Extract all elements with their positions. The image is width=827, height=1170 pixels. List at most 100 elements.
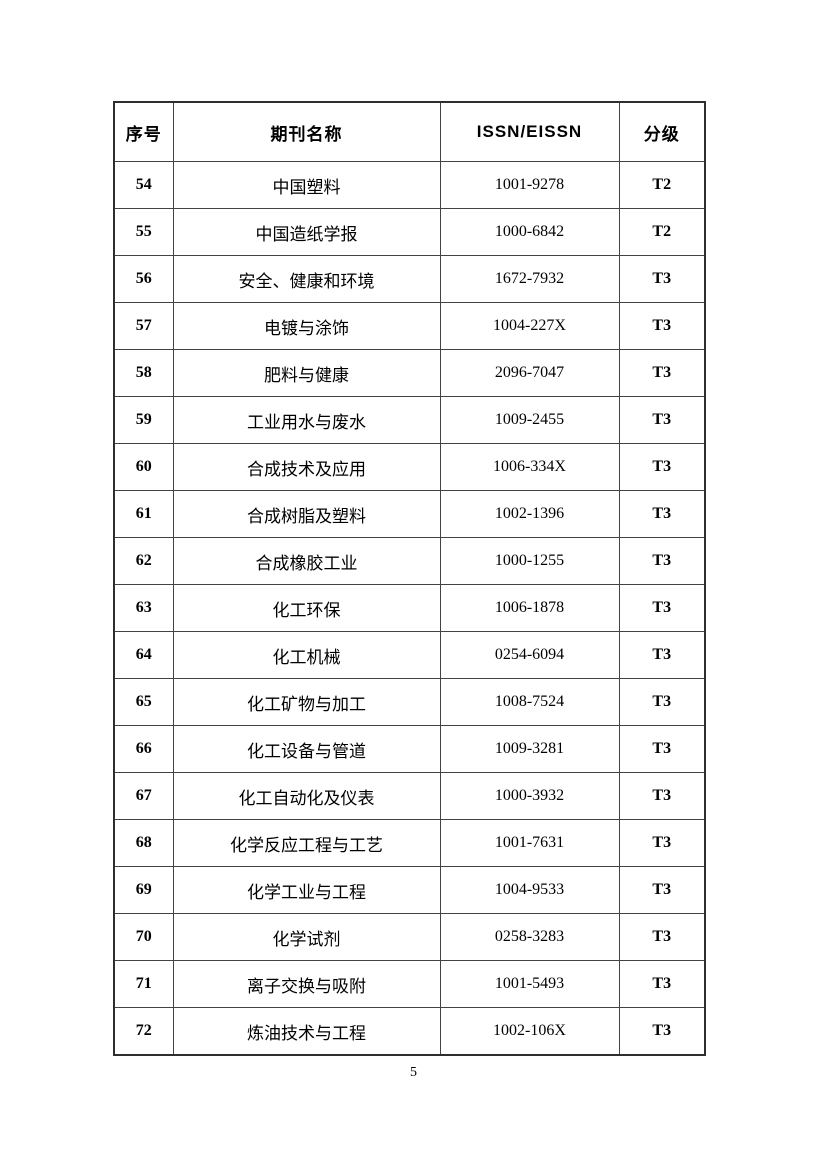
cell-journal-name: 离子交换与吸附 [172, 960, 441, 1008]
cell-journal-name: 化工自动化及仪表 [172, 772, 441, 820]
cell-issn: 1009-2455 [439, 396, 620, 444]
header-grade: 分级 [618, 101, 706, 162]
cell-grade: T3 [618, 1007, 706, 1056]
cell-grade: T3 [618, 537, 706, 585]
table-row: 58 肥料与健康 2096-7047 T3 [113, 349, 706, 397]
cell-journal-name: 炼油技术与工程 [172, 1007, 441, 1056]
cell-issn: 1001-7631 [439, 819, 620, 867]
table-row: 61 合成树脂及塑料 1002-1396 T3 [113, 490, 706, 538]
cell-issn: 1000-6842 [439, 208, 620, 256]
cell-journal-name: 化工环保 [172, 584, 441, 632]
cell-grade: T3 [618, 678, 706, 726]
journal-table: 序号 期刊名称 ISSN/EISSN 分级 54 中国塑料 1001-9278 … [113, 101, 706, 1056]
cell-grade: T3 [618, 584, 706, 632]
cell-grade: T3 [618, 490, 706, 538]
table-row: 55 中国造纸学报 1000-6842 T2 [113, 208, 706, 256]
cell-issn: 1006-1878 [439, 584, 620, 632]
cell-serial-number: 62 [113, 537, 174, 585]
cell-issn: 1002-106X [439, 1007, 620, 1056]
table-row: 57 电镀与涂饰 1004-227X T3 [113, 302, 706, 350]
cell-issn: 1004-9533 [439, 866, 620, 914]
cell-grade: T3 [618, 772, 706, 820]
cell-grade: T3 [618, 302, 706, 350]
cell-journal-name: 中国造纸学报 [172, 208, 441, 256]
table-row: 54 中国塑料 1001-9278 T2 [113, 161, 706, 209]
cell-issn: 1001-5493 [439, 960, 620, 1008]
cell-serial-number: 65 [113, 678, 174, 726]
cell-journal-name: 肥料与健康 [172, 349, 441, 397]
cell-journal-name: 合成技术及应用 [172, 443, 441, 491]
cell-issn: 2096-7047 [439, 349, 620, 397]
table-row: 65 化工矿物与加工 1008-7524 T3 [113, 678, 706, 726]
journal-table-body: 54 中国塑料 1001-9278 T2 55 中国造纸学报 1000-6842… [113, 161, 706, 1056]
table-row: 71 离子交换与吸附 1001-5493 T3 [113, 960, 706, 1008]
cell-grade: T3 [618, 349, 706, 397]
cell-serial-number: 66 [113, 725, 174, 773]
cell-journal-name: 化学试剂 [172, 913, 441, 961]
cell-serial-number: 58 [113, 349, 174, 397]
cell-serial-number: 71 [113, 960, 174, 1008]
cell-grade: T3 [618, 443, 706, 491]
cell-journal-name: 化工设备与管道 [172, 725, 441, 773]
header-issn: ISSN/EISSN [439, 101, 620, 162]
cell-serial-number: 63 [113, 584, 174, 632]
cell-issn: 1000-1255 [439, 537, 620, 585]
table-row: 56 安全、健康和环境 1672-7932 T3 [113, 255, 706, 303]
cell-serial-number: 67 [113, 772, 174, 820]
cell-grade: T3 [618, 960, 706, 1008]
cell-serial-number: 59 [113, 396, 174, 444]
cell-issn: 0258-3283 [439, 913, 620, 961]
cell-serial-number: 64 [113, 631, 174, 679]
cell-journal-name: 安全、健康和环境 [172, 255, 441, 303]
cell-journal-name: 化学工业与工程 [172, 866, 441, 914]
cell-serial-number: 68 [113, 819, 174, 867]
cell-grade: T2 [618, 208, 706, 256]
cell-issn: 1000-3932 [439, 772, 620, 820]
cell-serial-number: 55 [113, 208, 174, 256]
cell-journal-name: 工业用水与废水 [172, 396, 441, 444]
table-row: 72 炼油技术与工程 1002-106X T3 [113, 1007, 706, 1056]
cell-journal-name: 合成橡胶工业 [172, 537, 441, 585]
cell-serial-number: 54 [113, 161, 174, 209]
cell-serial-number: 56 [113, 255, 174, 303]
cell-grade: T3 [618, 396, 706, 444]
table-row: 70 化学试剂 0258-3283 T3 [113, 913, 706, 961]
table-row: 67 化工自动化及仪表 1000-3932 T3 [113, 772, 706, 820]
table-row: 66 化工设备与管道 1009-3281 T3 [113, 725, 706, 773]
cell-serial-number: 60 [113, 443, 174, 491]
header-journal-name: 期刊名称 [172, 101, 441, 162]
cell-grade: T3 [618, 866, 706, 914]
table-row: 59 工业用水与废水 1009-2455 T3 [113, 396, 706, 444]
cell-serial-number: 61 [113, 490, 174, 538]
table-row: 68 化学反应工程与工艺 1001-7631 T3 [113, 819, 706, 867]
cell-issn: 1006-334X [439, 443, 620, 491]
cell-journal-name: 电镀与涂饰 [172, 302, 441, 350]
cell-serial-number: 69 [113, 866, 174, 914]
cell-journal-name: 化学反应工程与工艺 [172, 819, 441, 867]
header-row: 序号 期刊名称 ISSN/EISSN 分级 [113, 101, 706, 162]
cell-journal-name: 中国塑料 [172, 161, 441, 209]
cell-issn: 1008-7524 [439, 678, 620, 726]
cell-grade: T3 [618, 631, 706, 679]
table-row: 62 合成橡胶工业 1000-1255 T3 [113, 537, 706, 585]
cell-grade: T3 [618, 819, 706, 867]
table-row: 63 化工环保 1006-1878 T3 [113, 584, 706, 632]
cell-journal-name: 化工机械 [172, 631, 441, 679]
cell-journal-name: 合成树脂及塑料 [172, 490, 441, 538]
cell-grade: T3 [618, 725, 706, 773]
cell-issn: 1672-7932 [439, 255, 620, 303]
table-row: 69 化学工业与工程 1004-9533 T3 [113, 866, 706, 914]
cell-issn: 1002-1396 [439, 490, 620, 538]
cell-issn: 0254-6094 [439, 631, 620, 679]
cell-serial-number: 57 [113, 302, 174, 350]
cell-issn: 1009-3281 [439, 725, 620, 773]
table-row: 60 合成技术及应用 1006-334X T3 [113, 443, 706, 491]
table-row: 64 化工机械 0254-6094 T3 [113, 631, 706, 679]
page-number: 5 [410, 1065, 417, 1080]
cell-grade: T3 [618, 913, 706, 961]
cell-journal-name: 化工矿物与加工 [172, 678, 441, 726]
cell-serial-number: 70 [113, 913, 174, 961]
header-serial-number: 序号 [113, 101, 174, 162]
cell-serial-number: 72 [113, 1007, 174, 1056]
